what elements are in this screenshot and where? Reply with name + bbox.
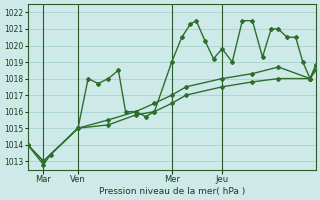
X-axis label: Pression niveau de la mer( hPa ): Pression niveau de la mer( hPa ) [99,187,245,196]
